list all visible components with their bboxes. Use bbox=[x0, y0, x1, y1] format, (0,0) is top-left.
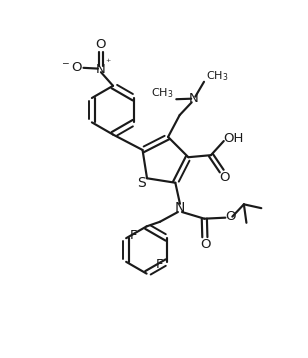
Text: O: O bbox=[200, 238, 211, 251]
Text: F: F bbox=[130, 229, 137, 242]
Text: $^+$: $^+$ bbox=[104, 57, 112, 67]
Text: CH$_3$: CH$_3$ bbox=[206, 69, 229, 83]
Text: O: O bbox=[219, 171, 229, 184]
Text: O: O bbox=[225, 210, 236, 223]
Text: N: N bbox=[189, 92, 199, 105]
Text: N: N bbox=[175, 202, 185, 216]
Text: CH$_3$: CH$_3$ bbox=[151, 87, 173, 101]
Text: $^-$O: $^-$O bbox=[60, 61, 83, 74]
Text: OH: OH bbox=[223, 132, 244, 145]
Text: O: O bbox=[96, 38, 106, 51]
Text: N: N bbox=[96, 63, 106, 76]
Text: F: F bbox=[156, 258, 164, 271]
Text: S: S bbox=[138, 176, 146, 190]
